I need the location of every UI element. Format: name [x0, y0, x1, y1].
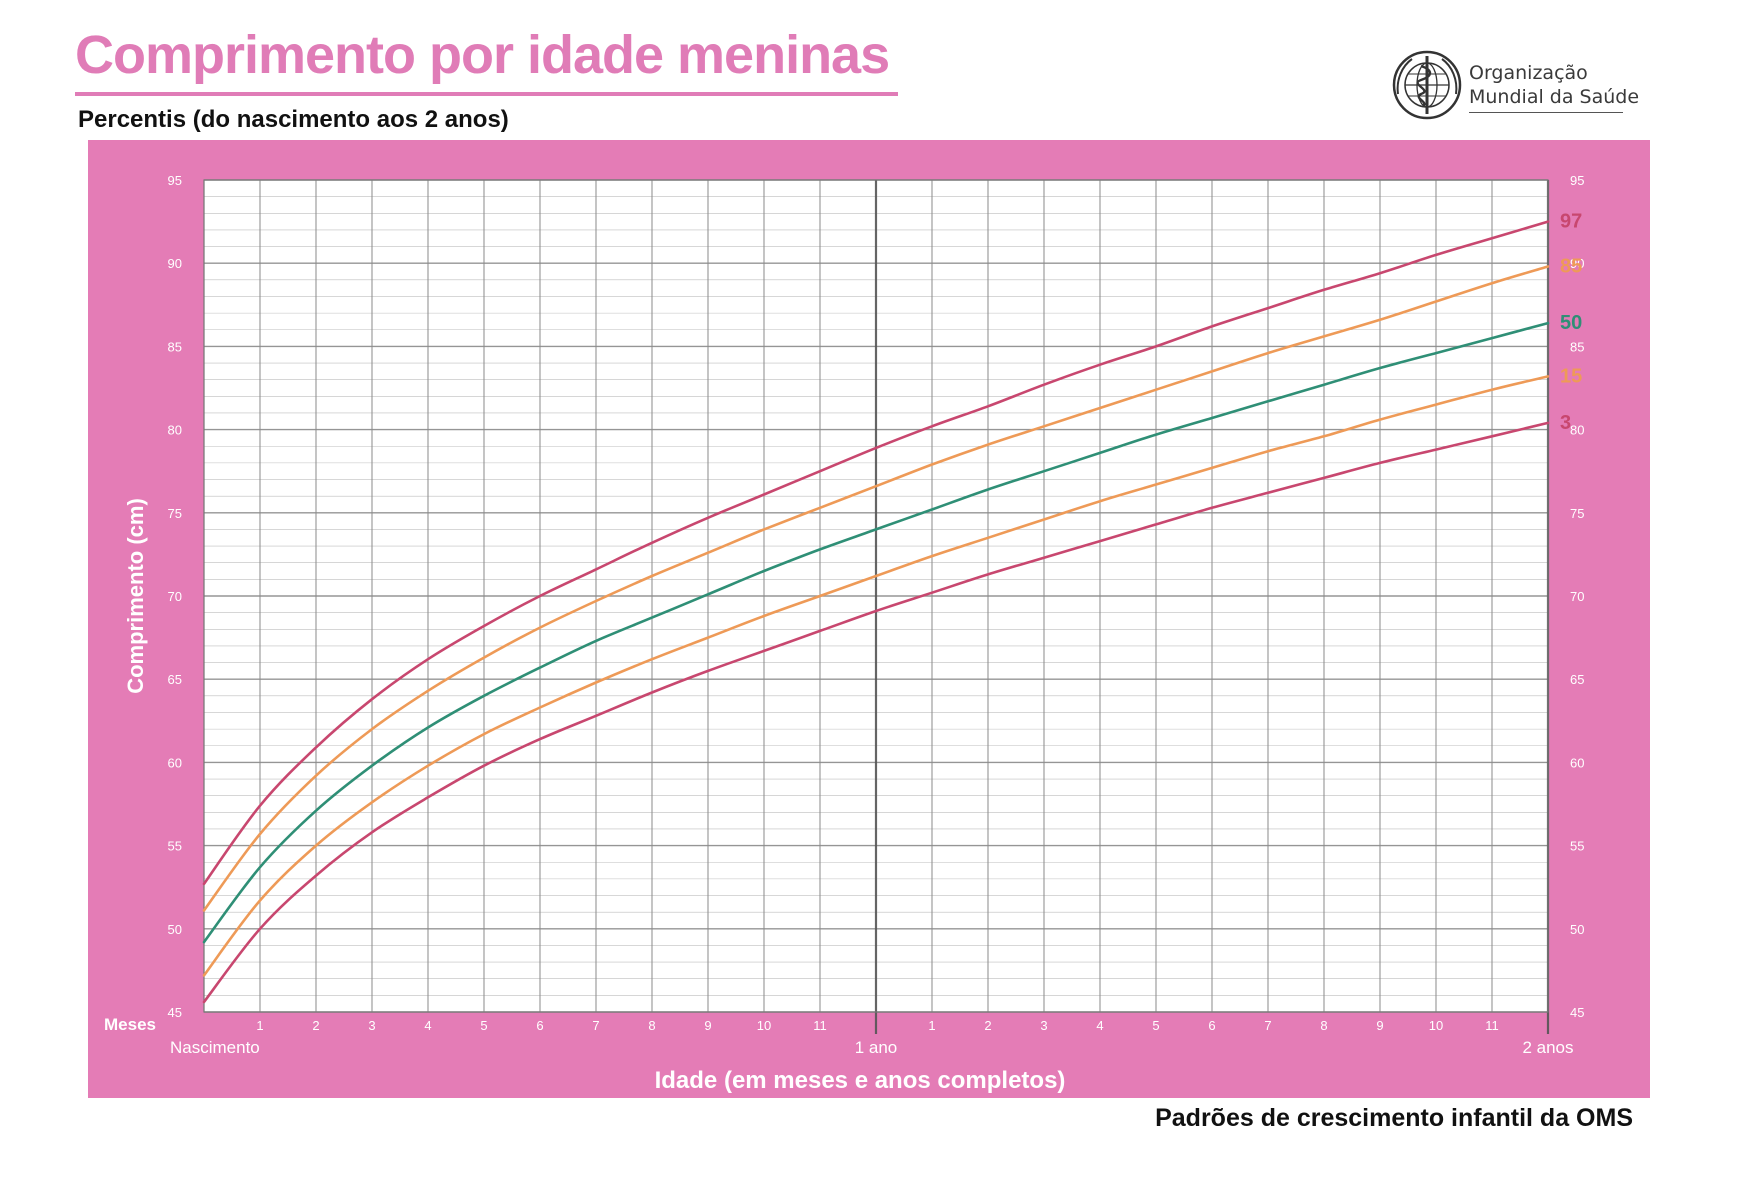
y-tick-label-right: 80: [1570, 423, 1584, 438]
x-axis-label: Idade (em meses e anos completos): [655, 1067, 1066, 1094]
logo-text-line2: Mundial da Saúde: [1469, 86, 1640, 108]
x-tick-label: 3: [368, 1018, 375, 1033]
grid: [203, 179, 1550, 1034]
x-tick-label: 9: [704, 1018, 711, 1033]
y-axis-label: Comprimento (cm): [123, 498, 148, 694]
x-tick-label: 9: [1376, 1018, 1383, 1033]
y-tick-label-left: 50: [168, 922, 182, 937]
footer-source: Padrões de crescimento infantil da OMS: [1155, 1104, 1633, 1132]
title-underline: [75, 92, 898, 96]
y-tick-label-right: 75: [1570, 506, 1584, 521]
x-tick-label: 8: [1320, 1018, 1327, 1033]
x-major-label: 2 anos: [1522, 1038, 1573, 1057]
y-tick-label-right: 60: [1570, 755, 1584, 770]
y-tick-label-left: 90: [168, 256, 182, 271]
y-tick-label-right: 45: [1570, 1005, 1584, 1020]
x-tick-label: 7: [592, 1018, 599, 1033]
series-label-p50: 50: [1560, 312, 1582, 334]
series-line-p15: [202, 375, 1550, 977]
x-tick-label: 2: [312, 1018, 319, 1033]
plot-border: [203, 179, 1549, 1013]
x-tick-label: 6: [536, 1018, 543, 1033]
logo-text-line1: Organização: [1469, 62, 1588, 84]
x-tick-label: 4: [1096, 1018, 1103, 1033]
y-tick-label-left: 85: [168, 339, 182, 354]
x-tick-label: 11: [1485, 1018, 1499, 1033]
x-tick-label: 6: [1208, 1018, 1215, 1033]
x-tick-label: 7: [1264, 1018, 1271, 1033]
series-label-p3: 3: [1560, 412, 1571, 434]
x-major-label: Nascimento: [170, 1038, 260, 1057]
y-tick-label-left: 75: [168, 506, 182, 521]
y-tick-label-right: 50: [1570, 922, 1584, 937]
x-tick-label: 5: [1152, 1018, 1159, 1033]
x-tick-label: 8: [648, 1018, 655, 1033]
y-tick-label-left: 65: [168, 672, 182, 687]
series-line-p85: [202, 265, 1550, 912]
page-title: Comprimento por idade meninas: [75, 25, 890, 85]
series-line-p3: [202, 421, 1550, 1004]
page-subtitle: Percentis (do nascimento aos 2 anos): [78, 106, 509, 133]
series-labels: 97 85 50 15 3: [1560, 211, 1582, 434]
y-tick-label-left: 80: [168, 423, 182, 438]
who-emblem-icon: [1392, 50, 1462, 120]
y-tick-label-right: 85: [1570, 339, 1584, 354]
x-tick-label: 10: [757, 1018, 771, 1033]
series-label-p97: 97: [1560, 211, 1582, 233]
series-lines: [202, 220, 1550, 1004]
logo-underline: [1469, 112, 1623, 113]
x-major-label: 1 ano: [855, 1038, 898, 1057]
series-label-p85: 85: [1560, 256, 1582, 278]
y-tick-label-left: 95: [168, 173, 182, 188]
x-tick-label: 1: [256, 1018, 263, 1033]
series-line-p50: [202, 321, 1550, 944]
y-tick-label-right: 95: [1570, 173, 1584, 188]
y-tick-label-right: 65: [1570, 672, 1584, 687]
x-tick-label: 11: [813, 1018, 827, 1033]
x-tick-label: 5: [480, 1018, 487, 1033]
y-tick-label-left: 70: [168, 589, 182, 604]
x-tick-label: 10: [1429, 1018, 1443, 1033]
series-line-p97: [202, 220, 1550, 886]
y-tick-label-right: 55: [1570, 839, 1584, 854]
y-tick-label-left: 55: [168, 839, 182, 854]
x-unit-label: Meses: [104, 1015, 156, 1034]
y-tick-label-left: 60: [168, 755, 182, 770]
y-tick-label-left: 45: [168, 1005, 182, 1020]
x-tick-label: 4: [424, 1018, 431, 1033]
y-tick-label-right: 90: [1570, 256, 1584, 271]
y-tick-label-right: 70: [1570, 589, 1584, 604]
series-label-p15: 15: [1560, 365, 1582, 387]
x-tick-label: 1: [928, 1018, 935, 1033]
who-logo: Organização Mundial da Saúde: [1392, 50, 1639, 120]
x-tick-label: 2: [984, 1018, 991, 1033]
x-tick-label: 3: [1040, 1018, 1047, 1033]
